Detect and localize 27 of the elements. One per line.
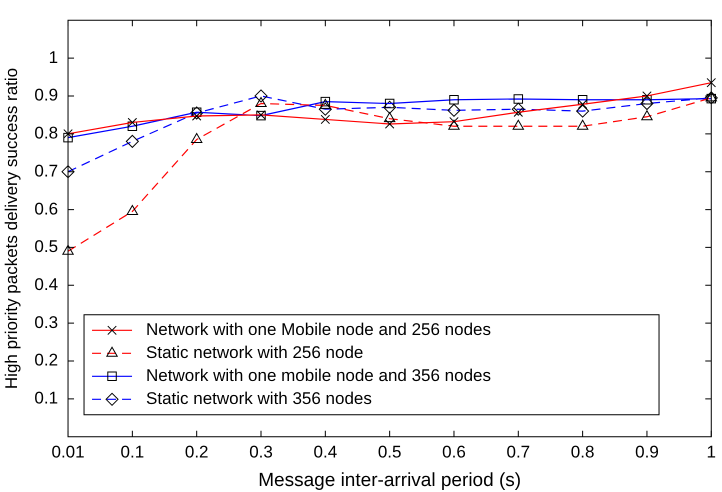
y-tick-label: 0.1: [34, 388, 58, 408]
y-axis-title: High priority packets delivery success ratio: [2, 68, 21, 390]
x-tick-label: 0.6: [442, 442, 466, 462]
x-tick-label: 0.2: [184, 442, 208, 462]
y-tick-label: 0.9: [34, 86, 58, 105]
x-tick-label: 1: [706, 442, 716, 462]
y-tick-label: 0.7: [34, 161, 58, 180]
legend-label: Network with one mobile node and 356 nodes: [146, 366, 491, 385]
y-tick-label: 0.2: [34, 350, 58, 370]
y-tick-label: 0.6: [34, 199, 58, 218]
legend-label: Network with one Mobile node and 256 nodes: [146, 320, 491, 339]
x-tick-label: 0.1: [120, 442, 144, 462]
x-tick-label: 0.8: [570, 442, 594, 462]
y-tick-label: 0.4: [34, 274, 58, 294]
legend-label: Static network with 256 node: [146, 342, 364, 362]
y-tick-label: 0.5: [34, 237, 58, 256]
x-tick-label: 0.01: [51, 442, 85, 462]
y-tick-label: 1: [48, 48, 58, 67]
y-tick-label: 0.3: [34, 312, 58, 332]
x-tick-label: 0.3: [249, 442, 273, 462]
legend-label: Static network with 356 nodes: [146, 388, 372, 408]
y-tick-label: 0.8: [34, 124, 58, 143]
x-tick-label: 0.5: [378, 442, 402, 462]
x-tick-label: 0.9: [635, 442, 659, 462]
x-axis-title: Message inter-arrival period (s): [258, 470, 522, 491]
x-tick-label: 0.4: [314, 442, 338, 462]
x-tick-label: 0.7: [506, 442, 530, 462]
